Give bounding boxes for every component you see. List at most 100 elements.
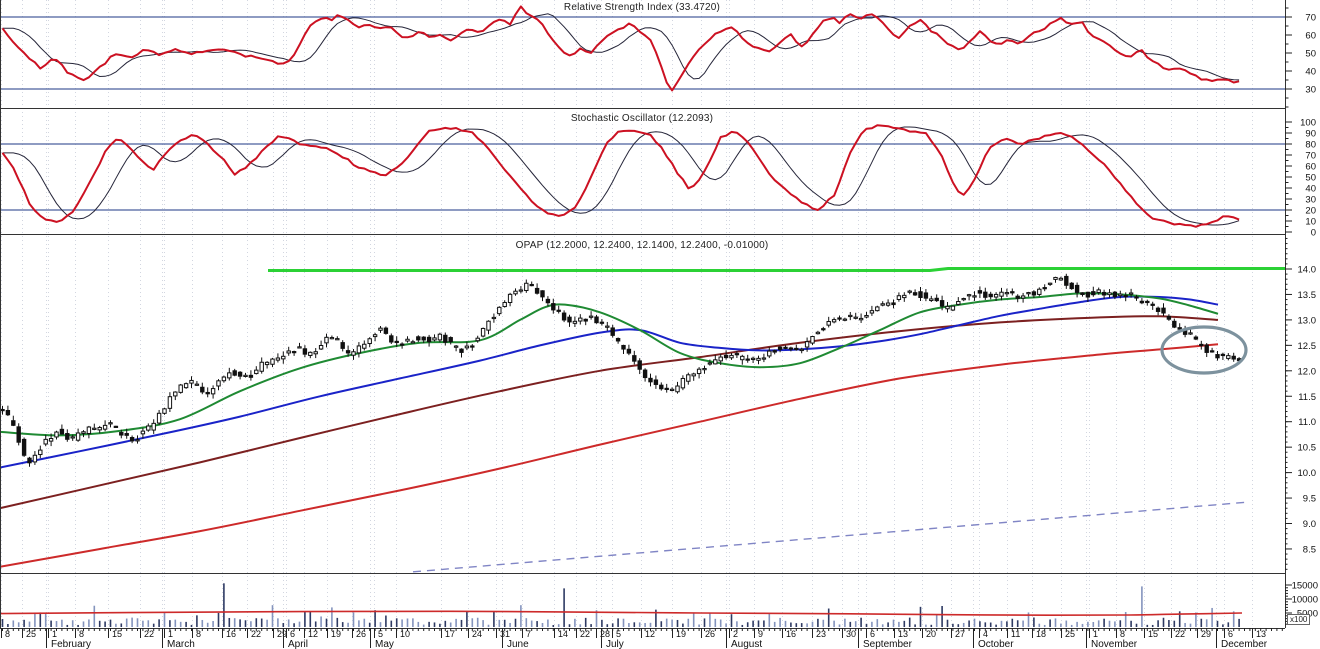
x-axis-day-label: 28 [600,629,610,639]
x-axis-day-label: 13 [898,629,908,639]
x-axis-month-label: April [288,639,308,649]
x-axis-day-label: 20 [926,629,936,639]
stochastic-series-main-line [1,124,1240,228]
rsi-series-main-line [1,5,1240,92]
x-axis-day-label: 15 [1148,629,1158,639]
price-ytick-label: 14.0 [1298,265,1317,276]
x-axis-month-label: July [606,639,624,649]
panel-separators [0,0,1286,629]
volume-multiplier-label: x100 [1287,614,1311,625]
price-ytick-label: 10.5 [1298,443,1317,454]
x-axis-day-label: 26 [356,629,366,639]
x-axis-day-label: 25 [1065,629,1075,639]
volume-ma-line [0,610,1243,617]
x-axis-day-label: 30 [846,629,856,639]
price-ytick-label: 13.5 [1298,290,1317,301]
stochastic-ytick-label: 20 [1305,206,1316,217]
x-axis-month-label: June [507,639,529,649]
x-axis-month-label: October [978,639,1014,649]
resistance-line-annotation[interactable] [268,267,1285,272]
ma-longest-line [0,343,1219,568]
x-axis-day-label: 22 [580,629,590,639]
rsi-panel-title: Relative Strength Index (33.4720) [563,2,721,13]
stochastic-ytick-label: 0 [1311,228,1316,239]
price-ytick-label: 8.5 [1303,544,1316,555]
x-axis-day-label: 31 [500,629,510,639]
x-axis-day-label: 4 [983,629,988,639]
x-axis-day-label: 10 [400,629,410,639]
x-axis-day-label: 12 [645,629,655,639]
price-ytick-label: 11.0 [1298,417,1316,428]
rsi-ytick-label: 30 [1305,85,1316,96]
stochastic-panel-title: Stochastic Oscillator (12.2093) [570,113,714,124]
trendline-annotation[interactable] [412,501,1249,573]
x-axis-day-label: 5 [378,629,383,639]
x-axis-day-label: 22 [251,629,261,639]
x-axis-day-label: 25 [26,629,36,639]
rsi-series [1,5,1240,92]
stochastic-ytick-label: 30 [1305,195,1316,206]
rsi-ytick-label: 60 [1305,31,1316,42]
price-ytick-label: 13.0 [1298,315,1317,326]
volume-series [0,583,1243,627]
rsi-series-signal-line [2,13,1240,81]
price-ytick-label: 12.0 [1298,366,1317,377]
price-panel-title: OPAP (12.2000, 12.2400, 12.1400, 12.2400… [515,240,769,251]
x-axis-day-label: 6 [1228,629,1233,639]
x-axis-day-label: 1 [52,629,57,639]
x-axis-day-label: 8 [79,629,84,639]
x-axis-day-label: 17 [445,629,455,639]
volume-ytick-label: 10000 [1292,595,1318,606]
x-axis-day-label: 9 [758,629,763,639]
x-axis-day-label: 18 [1036,629,1046,639]
price-ytick-label: 11.5 [1298,392,1316,403]
vertical-gridlines [1,0,1253,628]
x-axis-month-label: November [1091,639,1138,649]
rsi-ytick-label: 70 [1305,13,1316,24]
x-axis-day-label: 2 [733,629,738,639]
ma-long-line [0,315,1219,510]
x-axis-day-label: 13 [1256,629,1266,639]
price-ytick-label: 12.5 [1298,341,1317,352]
stochastic-ytick-label: 80 [1305,140,1316,151]
reference-lines [0,16,1285,211]
x-axis-month-label: May [375,639,394,649]
x-axis-day-label: 6 [290,629,295,639]
x-axis-day-label: 22 [144,629,154,639]
x-axis-day-label: 26 [705,629,715,639]
x-axis-day-label: 24 [472,629,482,639]
x-axis-day-label: 5 [616,629,621,639]
x-axis-day-label: 27 [955,629,965,639]
x-axis-day-label: 12 [308,629,318,639]
x-axis-day-label: 7 [526,629,531,639]
x-axis-day-label: 8 [5,629,10,639]
price-panel [0,267,1285,573]
x-axis-day-label: 22 [1175,629,1185,639]
x-axis-day-label: 8 [196,629,201,639]
x-axis-day-label: 15 [112,629,122,639]
x-axis-day-label: 19 [331,629,341,639]
x-axis-day-label: 1 [168,629,173,639]
price-ytick-label: 9.0 [1303,519,1316,530]
x-axis-month-label: February [51,639,91,649]
price-ytick-label: 9.5 [1303,494,1316,505]
x-axis-day-label: 1 [1093,629,1098,639]
x-axis-day-label: 11 [1011,629,1020,639]
x-axis-day-label: 16 [226,629,236,639]
volume-ytick-label: 15000 [1292,581,1318,592]
x-axis-month-label: August [731,639,762,649]
x-axis-day-label: 29 [1201,629,1211,639]
ma-short-line [0,292,1219,437]
stochastic-ytick-label: 40 [1305,184,1316,195]
stochastic-series [1,124,1240,228]
rsi-ytick-label: 40 [1305,67,1316,78]
x-axis-day-label: 14 [558,629,568,639]
ma-mid-line [0,295,1219,469]
stochastic-ytick-label: 100 [1300,118,1316,129]
ellipse-annotation[interactable] [1160,325,1248,375]
rsi-ytick-label: 50 [1305,49,1316,60]
right-axis: 7060504030100908070605040302010014.013.5… [1285,7,1318,625]
candlestick-series [0,273,1242,467]
